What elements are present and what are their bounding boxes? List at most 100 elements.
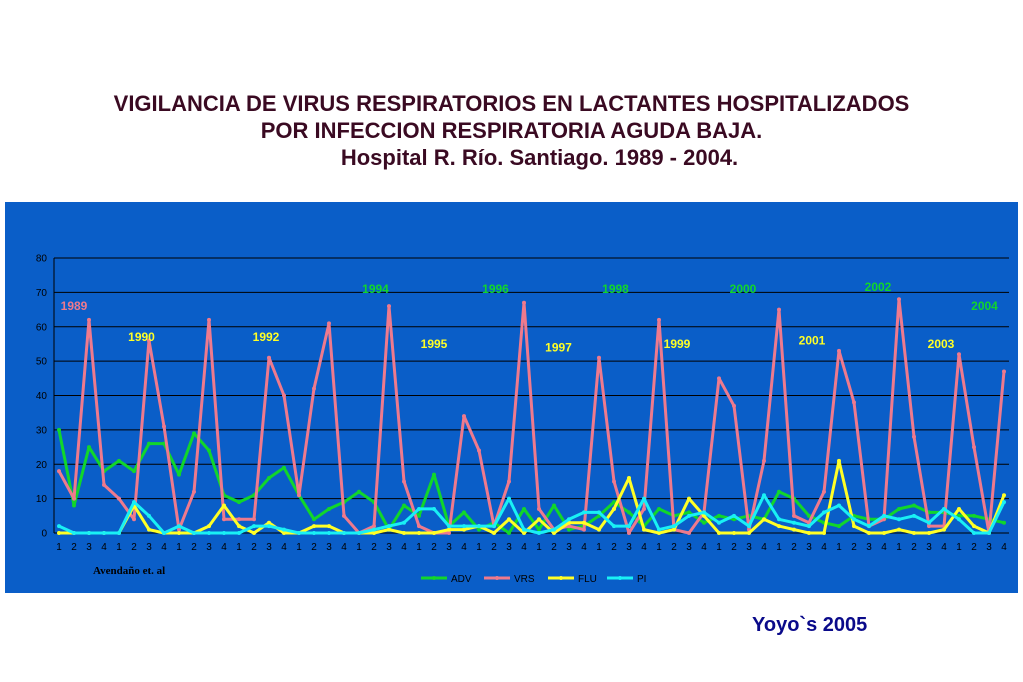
data-point-vrs <box>837 348 841 353</box>
data-point-flu <box>552 531 556 535</box>
x-tick-label: 3 <box>386 542 392 553</box>
data-point-flu <box>882 531 886 535</box>
data-point-vrs <box>762 458 766 463</box>
data-point-pi <box>762 493 766 498</box>
data-point-flu <box>267 520 271 525</box>
x-tick-label: 2 <box>191 542 197 553</box>
data-point-vrs <box>897 297 901 302</box>
year-annotation: 1992 <box>253 330 280 344</box>
data-point-pi <box>1002 500 1006 505</box>
data-point-flu <box>957 506 961 511</box>
y-tick-label: 60 <box>36 322 48 333</box>
data-point-vrs <box>612 479 616 484</box>
data-point-adv <box>57 427 61 432</box>
year-annotation: 1999 <box>664 337 691 351</box>
data-point-vrs <box>792 513 796 518</box>
data-point-adv <box>567 527 571 532</box>
data-point-pi <box>807 524 811 529</box>
data-point-pi <box>162 531 166 535</box>
y-tick-label: 20 <box>36 460 48 471</box>
data-point-vrs <box>417 524 421 529</box>
data-point-flu <box>462 527 466 532</box>
data-point-adv <box>837 524 841 529</box>
x-tick-label: 4 <box>341 542 347 553</box>
x-tick-label: 2 <box>251 542 257 553</box>
x-tick-label: 4 <box>281 542 287 553</box>
legend-marker <box>432 576 436 580</box>
data-point-adv <box>147 441 151 446</box>
data-point-flu <box>327 524 331 529</box>
x-tick-label: 3 <box>446 542 452 553</box>
x-tick-label: 2 <box>311 542 317 553</box>
x-tick-label: 4 <box>641 542 647 553</box>
x-tick-label: 1 <box>536 542 542 553</box>
data-point-vrs <box>177 527 181 532</box>
year-annotation: 1997 <box>545 340 572 354</box>
data-point-flu <box>147 527 151 532</box>
x-tick-label: 3 <box>926 542 932 553</box>
data-point-adv <box>687 510 691 515</box>
x-tick-label: 1 <box>56 542 62 553</box>
x-tick-label: 3 <box>686 542 692 553</box>
year-annotation: 2003 <box>928 337 955 351</box>
data-point-pi <box>672 524 676 529</box>
data-point-adv <box>972 513 976 518</box>
data-point-flu <box>717 531 721 535</box>
x-tick-label: 1 <box>476 542 482 553</box>
title-line-3: Hospital R. Río. Santiago. 1989 - 2004. <box>340 145 739 170</box>
data-point-flu <box>612 506 616 511</box>
data-point-pi <box>627 524 631 529</box>
legend-label: ADV <box>451 574 472 585</box>
year-annotation: 1989 <box>61 299 88 313</box>
data-point-pi <box>177 524 181 529</box>
data-point-flu <box>672 527 676 532</box>
data-point-pi <box>567 517 571 522</box>
data-point-flu <box>747 531 751 535</box>
data-point-pi <box>582 510 586 515</box>
legend-label: FLU <box>578 574 597 585</box>
data-point-pi <box>687 513 691 518</box>
data-point-pi <box>132 500 136 505</box>
x-tick-label: 2 <box>971 542 977 553</box>
data-point-adv <box>117 458 121 463</box>
data-point-adv <box>777 489 781 494</box>
x-tick-label: 3 <box>86 542 92 553</box>
data-point-flu <box>237 524 241 529</box>
data-point-pi <box>717 520 721 525</box>
data-point-vrs <box>447 531 451 535</box>
data-point-vrs <box>927 524 931 529</box>
data-point-adv <box>612 500 616 505</box>
data-point-pi <box>612 524 616 529</box>
data-point-pi <box>222 531 226 535</box>
data-point-pi <box>927 520 931 525</box>
data-point-flu <box>222 503 226 508</box>
data-point-vrs <box>387 304 391 309</box>
x-tick-label: 1 <box>236 542 242 553</box>
data-point-pi <box>57 524 61 529</box>
data-point-vrs <box>207 317 211 322</box>
data-point-adv <box>522 506 526 511</box>
y-tick-label: 0 <box>41 529 47 540</box>
x-tick-label: 3 <box>626 542 632 553</box>
data-point-vrs <box>852 400 856 405</box>
data-point-flu <box>447 527 451 532</box>
data-point-flu <box>807 531 811 535</box>
data-point-flu <box>207 524 211 529</box>
data-point-adv <box>432 472 436 477</box>
data-point-vrs <box>537 506 541 511</box>
x-tick-label: 4 <box>941 542 947 553</box>
data-point-adv <box>312 517 316 522</box>
data-point-flu <box>432 531 436 535</box>
data-point-pi <box>897 517 901 522</box>
data-point-pi <box>642 496 646 501</box>
data-point-pi <box>747 524 751 529</box>
data-point-pi <box>942 506 946 511</box>
y-tick-label: 70 <box>36 288 48 299</box>
x-tick-label: 2 <box>671 542 677 553</box>
year-annotation: 1998 <box>602 282 629 296</box>
year-annotation: 2001 <box>799 334 826 348</box>
series-line-vrs <box>57 297 1006 535</box>
source-note: Avendaño et. al <box>93 565 165 577</box>
data-point-vrs <box>102 482 106 487</box>
data-point-vrs <box>957 352 961 357</box>
